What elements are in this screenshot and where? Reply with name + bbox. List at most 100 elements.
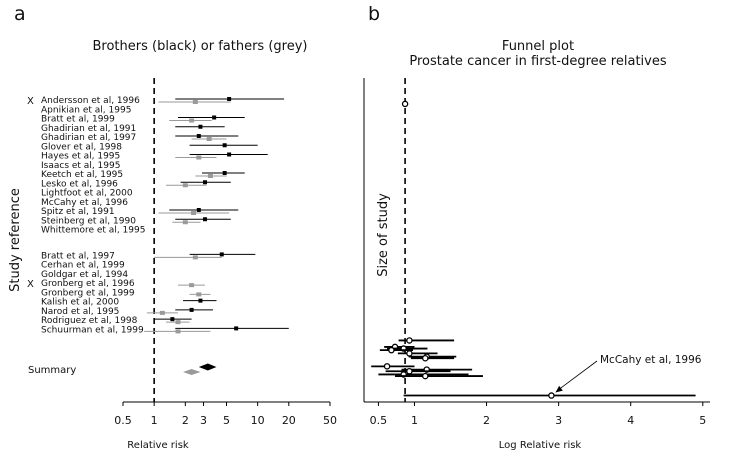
study-label: Steinberg et al, 1990	[41, 216, 136, 226]
panel-b-points	[371, 100, 696, 399]
panel-a-xlabel: Relative risk	[127, 440, 189, 451]
x-tick-label: 3	[200, 414, 207, 427]
x-tick-label: 50	[323, 414, 337, 427]
study-label: Cerhan et al, 1999	[41, 261, 125, 271]
study-label: Rodriguez et al, 1998	[41, 316, 138, 326]
study-point	[383, 363, 391, 370]
x-tick-label: 1	[151, 414, 158, 427]
annotation-arrowhead	[555, 385, 563, 393]
fathers-point	[191, 211, 197, 215]
x-tick-label: 3	[555, 414, 562, 427]
study-label: Lightfoot et al, 2000	[41, 189, 133, 199]
study-label: Glover et al, 1998	[41, 142, 122, 152]
panel-a-summary	[183, 363, 217, 375]
panel-a-letter: a	[14, 3, 26, 25]
panel-a-study-rows: Andersson et al, 1996 X Apnikian et al, 19…	[27, 96, 289, 335]
x-tick-label: 2	[182, 414, 189, 427]
brothers-point	[222, 171, 227, 175]
study-point	[388, 346, 395, 354]
brothers-point	[196, 208, 201, 212]
panel-b-letter: b	[368, 3, 380, 25]
fathers-point	[189, 283, 195, 288]
x-tick-label: 0.5	[370, 414, 388, 427]
study-point	[422, 355, 429, 362]
study-point	[548, 392, 555, 399]
study-label: Bratt et al, 1997	[41, 251, 115, 261]
study-label: McCahy et al, 1996	[41, 198, 128, 208]
panel-a-title: Brothers (black) or fathers (grey)	[92, 39, 307, 54]
brothers-point	[189, 307, 194, 312]
fathers-point	[175, 329, 181, 334]
panel-b-xlabel: Log Relative risk	[499, 440, 582, 451]
study-label: Gronberg et al, 1996	[41, 279, 135, 289]
study-point	[401, 100, 409, 108]
study-label: Keetch et al, 1995	[41, 170, 123, 180]
brothers-point	[227, 97, 232, 101]
fathers-point	[175, 320, 181, 325]
study-label: Ghadirian et al, 1991	[41, 124, 136, 134]
brothers-point	[198, 124, 203, 129]
fathers-point	[196, 292, 202, 297]
study-label: Goldgar et al, 1994	[41, 270, 128, 280]
x-tick-label: 1	[411, 414, 418, 427]
brothers-point	[234, 326, 239, 331]
fathers-point	[192, 255, 198, 260]
x-tick-label: 5	[699, 414, 706, 427]
x-tick-label: 4	[627, 414, 634, 427]
study-label: Schuurman et al, 1999	[41, 325, 144, 335]
panel-b-ylabel: Size of study	[376, 193, 391, 277]
brothers-point	[196, 134, 201, 138]
exclusion-marker: X	[27, 279, 34, 290]
study-point	[406, 337, 413, 344]
study-label: Whittemore et al, 1995	[41, 226, 145, 236]
panel-a-x-ticks: 0.5 1 2 3 5 10 20 50	[114, 402, 337, 427]
study-label: Spitz et al, 1991	[41, 207, 115, 217]
study-label: Isaacs et al, 1995	[41, 161, 120, 171]
x-tick-label: 5	[223, 414, 230, 427]
brothers-point	[170, 317, 175, 322]
study-label: Lesko et al, 1996	[41, 179, 118, 189]
fathers-point	[207, 174, 213, 178]
x-tick-label: 0.5	[114, 414, 132, 427]
fathers-point	[192, 100, 198, 104]
panel-b-subtitle: Prostate cancer in first-degree relative…	[409, 54, 666, 69]
x-tick-label: 20	[282, 414, 296, 427]
summary-fathers-diamond	[183, 369, 201, 375]
fathers-point	[182, 220, 188, 225]
study-label: Narod et al, 1995	[41, 307, 119, 317]
panel-b-annotation: McCahy et al, 1996	[555, 354, 702, 393]
study-point	[406, 367, 413, 375]
brothers-point	[219, 252, 224, 257]
study-label: Ghadirian et al, 1997	[41, 133, 136, 143]
panel-b-title: Funnel plot	[502, 39, 574, 54]
x-tick-label: 10	[251, 414, 265, 427]
brothers-point	[227, 152, 232, 157]
exclusion-marker: X	[27, 96, 34, 107]
fathers-point	[189, 118, 195, 123]
panel-b-x-ticks: 0.5 1 2 3 4 5	[370, 402, 706, 427]
study-label: Andersson et al, 1996	[41, 96, 140, 106]
study-point	[406, 350, 413, 357]
fathers-point	[159, 310, 165, 315]
panel-a-ylabel: Study reference	[8, 188, 23, 292]
summary-label: Summary	[28, 365, 76, 376]
study-point	[422, 372, 429, 380]
x-tick-label: 2	[483, 414, 490, 427]
brothers-point	[203, 180, 208, 185]
study-label: Gronberg et al, 1999	[41, 288, 135, 298]
fathers-point	[206, 137, 212, 141]
fathers-point	[182, 183, 188, 188]
fathers-point	[196, 155, 202, 160]
annotation-leader	[557, 360, 598, 391]
study-label: Bratt et al, 1999	[41, 115, 115, 125]
study-label: Kalish et al, 2000	[41, 298, 119, 308]
brothers-point	[222, 143, 227, 148]
annotation-label: McCahy et al, 1996	[600, 354, 702, 366]
summary-brothers-diamond	[198, 363, 217, 371]
brothers-point	[203, 217, 208, 222]
study-label: Apnikian et al, 1995	[41, 105, 131, 115]
brothers-point	[212, 115, 217, 120]
brothers-point	[198, 298, 203, 303]
